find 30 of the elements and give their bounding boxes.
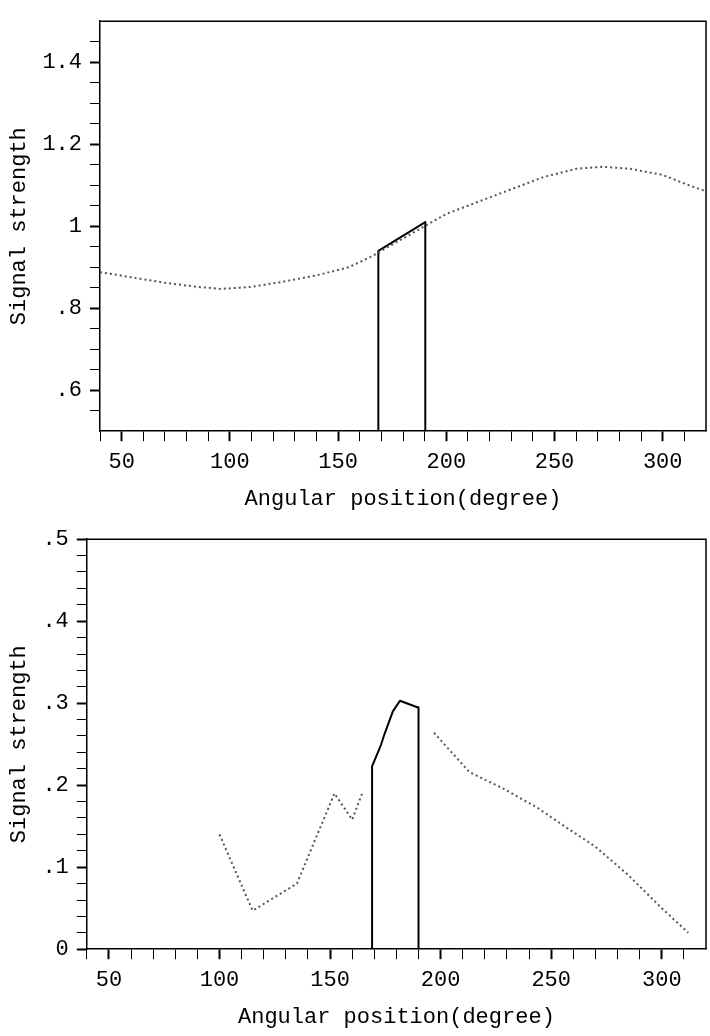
y-axis-title: Signal strength [7,127,33,326]
x-tick-label: 50 [108,450,135,476]
line-series [433,731,690,934]
x-tick-label: 200 [420,968,461,994]
y-tick-label: 1.2 [42,132,83,158]
x-tick-label: 250 [534,450,575,476]
y-tick-label: .2 [42,773,69,799]
x-tick-label: 150 [318,450,358,476]
y-tick-label: 0 [55,937,69,963]
x-tick-label: 100 [210,450,250,476]
y-tick-label: .5 [42,527,69,553]
y-tick-label: .8 [55,296,83,322]
y-tick-label: .1 [42,855,69,881]
y-tick-label: 1 [68,214,83,240]
x-tick-label: 300 [642,450,683,476]
x-tick-label: 300 [641,968,682,994]
line-series [100,165,706,290]
x-axis-title: Angular position(degree) [244,486,562,512]
y-axis-title: Signal strength [7,645,33,844]
y-tick-label: 1.4 [42,50,83,76]
y-tick-label: .3 [42,691,69,717]
x-tick-label: 250 [531,968,572,994]
x-tick-label: 50 [95,968,123,994]
x-tick-label: 150 [310,968,350,994]
y-tick-label: .4 [42,609,69,635]
x-tick-label: 200 [426,450,467,476]
y-tick-label: .6 [55,378,83,404]
line-series [218,792,364,912]
x-tick-label: 100 [199,968,240,994]
x-axis-title: Angular position(degree) [237,1004,555,1030]
